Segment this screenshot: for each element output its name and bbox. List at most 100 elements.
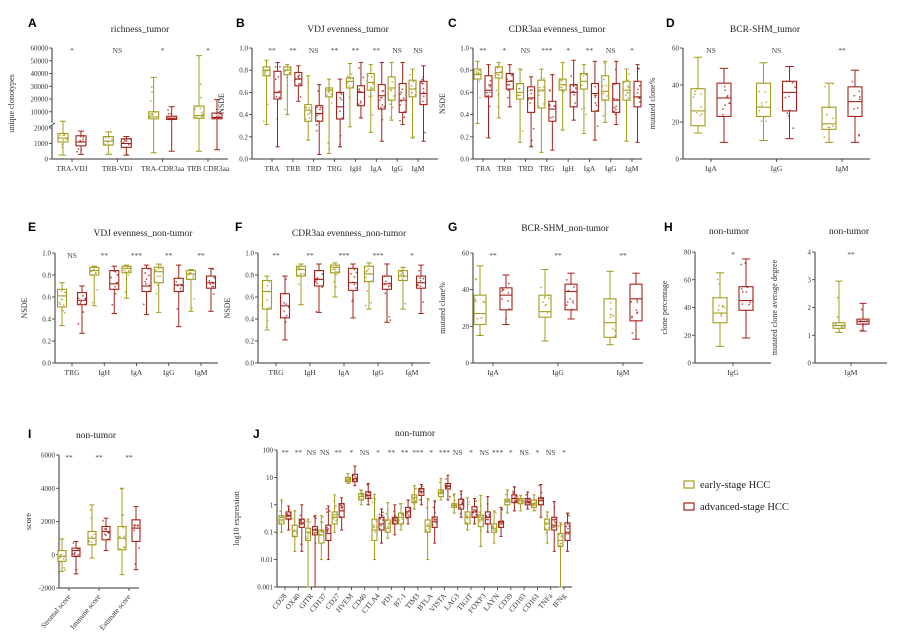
data-point	[422, 95, 425, 98]
data-point	[172, 118, 175, 121]
data-point	[401, 271, 404, 274]
data-point	[521, 501, 523, 504]
data-point	[422, 301, 425, 304]
data-point	[213, 276, 216, 279]
data-point	[728, 102, 731, 105]
data-point	[334, 286, 337, 289]
box-early	[579, 64, 588, 134]
y-axis-label: unique clonotypes	[7, 74, 16, 132]
data-point	[134, 524, 137, 527]
data-point	[212, 285, 215, 288]
significance-label: NS	[392, 46, 402, 55]
data-point	[525, 493, 527, 496]
box-iqr	[148, 111, 160, 120]
box-early	[601, 60, 610, 123]
significance-label: **	[101, 251, 109, 260]
box-iqr	[387, 76, 396, 101]
data-point	[402, 514, 404, 516]
data-point	[582, 74, 585, 77]
box-early	[329, 262, 341, 298]
data-point	[286, 84, 289, 87]
data-point	[562, 90, 565, 93]
box-iqr	[408, 79, 417, 98]
data-point	[110, 276, 112, 279]
data-point	[114, 292, 117, 295]
data-point	[316, 106, 319, 109]
data-point	[478, 69, 481, 72]
data-point	[529, 101, 531, 104]
data-point	[487, 518, 489, 521]
box-advanced	[71, 540, 81, 575]
data-point	[604, 112, 607, 115]
data-point	[860, 329, 863, 332]
data-point	[595, 94, 598, 97]
data-point	[348, 482, 351, 484]
data-point	[211, 282, 214, 285]
data-point	[266, 284, 269, 287]
data-point	[400, 524, 403, 527]
data-point	[724, 89, 727, 92]
data-point	[475, 509, 477, 512]
data-point	[325, 507, 328, 510]
x-tick-label: TRB	[286, 164, 301, 173]
data-point	[744, 262, 747, 264]
data-point	[80, 148, 83, 151]
data-point	[275, 95, 278, 98]
data-point	[527, 98, 530, 101]
data-point	[559, 79, 562, 81]
data-point	[118, 535, 121, 538]
data-point	[111, 138, 113, 141]
data-point	[824, 85, 826, 88]
data-point	[358, 497, 361, 500]
data-point	[366, 269, 369, 272]
data-point	[394, 514, 397, 517]
data-point	[534, 509, 537, 512]
data-point	[387, 285, 390, 288]
x-tick-label: TRA-CDR3aa	[141, 164, 185, 173]
data-point	[474, 298, 477, 301]
data-point	[57, 557, 60, 560]
data-point	[122, 514, 125, 517]
data-point	[358, 88, 361, 91]
data-point	[375, 526, 378, 529]
y-tick-label: 0	[52, 551, 56, 559]
box-advanced	[484, 496, 491, 533]
data-point	[561, 89, 564, 92]
data-point	[538, 86, 541, 89]
data-point	[352, 281, 355, 284]
data-point	[313, 529, 315, 531]
x-tick-label: IgG	[771, 164, 783, 173]
panel-h2: non-tumor 0 1 2 3 4 mutated clone average degr…	[770, 227, 887, 377]
data-point	[505, 317, 508, 320]
data-point	[58, 560, 61, 563]
box-advanced	[527, 76, 536, 148]
data-point	[374, 498, 377, 501]
data-point	[353, 268, 356, 271]
data-point	[102, 519, 104, 522]
box-iqr	[295, 265, 307, 277]
data-point	[694, 90, 697, 93]
data-point	[191, 306, 193, 309]
data-point	[613, 106, 616, 109]
data-point	[584, 113, 587, 116]
data-point	[292, 530, 294, 533]
data-point	[327, 142, 330, 145]
data-point	[509, 73, 512, 75]
box-early	[398, 502, 405, 531]
data-point	[393, 522, 396, 525]
data-point	[178, 264, 181, 267]
x-tick-label: IgM	[195, 368, 208, 377]
data-point	[110, 153, 112, 156]
data-point	[170, 118, 173, 121]
box-advanced	[131, 506, 141, 571]
data-point	[382, 516, 385, 519]
data-point	[410, 85, 413, 87]
data-point	[268, 281, 270, 283]
data-point	[381, 514, 384, 517]
data-point	[372, 82, 374, 85]
data-point	[278, 96, 281, 99]
data-point	[88, 540, 90, 542]
box-early	[291, 509, 298, 552]
data-point	[280, 501, 283, 504]
data-point	[479, 504, 482, 507]
